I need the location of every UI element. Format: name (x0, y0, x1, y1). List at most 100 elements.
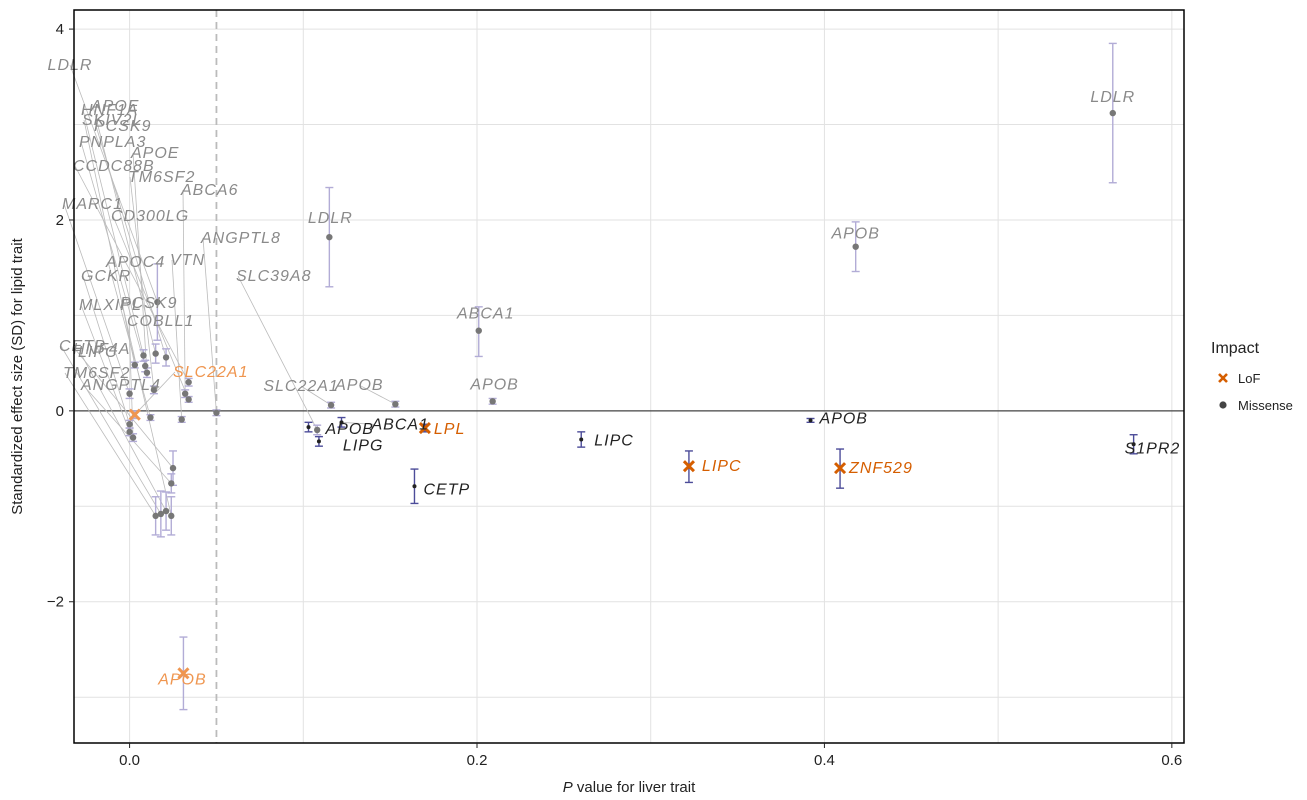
label-leader (237, 275, 318, 431)
label-leader-lines (60, 64, 396, 517)
missense-point-marker (808, 418, 813, 423)
lof-point-marker (177, 667, 190, 680)
label-leader (121, 302, 172, 516)
label-leader (74, 348, 174, 469)
missense-point-marker (339, 420, 344, 425)
point-label: LIPC (594, 432, 634, 449)
point-label: LDLR (1090, 89, 1135, 106)
missense-point-marker (129, 434, 137, 441)
label-leader (60, 345, 162, 515)
missense-point-marker (126, 390, 133, 397)
point-label: SLC22A1 (173, 364, 249, 381)
lof-point-marker (128, 408, 141, 421)
point-label: PCSK9 (120, 295, 177, 312)
label-leader (82, 384, 172, 484)
missense-point-marker (327, 401, 335, 409)
point-label: APOB (157, 671, 206, 688)
point-label: MARC1 (62, 196, 123, 213)
label-leader (64, 372, 156, 517)
missense-point-marker (147, 414, 154, 421)
missense-point-marker (392, 400, 399, 408)
label-leader (95, 125, 167, 358)
label-leader (171, 259, 183, 420)
missense-point-marker (152, 512, 159, 520)
missense-point-marker (1131, 442, 1136, 447)
legend-entry-label: LoF (1238, 371, 1260, 386)
lof-point-marker (682, 460, 695, 473)
lof-point-marker (833, 462, 847, 475)
point-label: COBLL1 (127, 313, 194, 330)
missense-point-marker (162, 354, 170, 361)
point-label: SLC22A1 (263, 378, 339, 395)
point-label: LPL (434, 421, 465, 438)
point-label: LIPC (78, 344, 118, 361)
point-label: MLXIPL (79, 297, 142, 314)
label-leader (129, 176, 155, 390)
label-leader (107, 261, 151, 418)
point-label: SLC39A8 (236, 268, 312, 285)
point-label: ABCA6 (180, 182, 238, 199)
data-points (126, 109, 1136, 680)
point-label: LDLR (48, 57, 93, 74)
point-label: APOB (334, 377, 383, 394)
point-label: APOC4 (105, 254, 165, 271)
y-tick-label: −2 (47, 594, 64, 611)
label-leader (74, 165, 190, 383)
point-label: APOB (325, 421, 374, 438)
point-label: LDLR (308, 210, 353, 227)
missense-point-marker (313, 426, 321, 434)
point-label: CD300LG (111, 208, 189, 225)
point-label: CCDC88B (73, 158, 155, 175)
point-label: CETP (59, 338, 106, 355)
x-axis-title: P value for liver trait (563, 779, 696, 796)
point-label: ANGPTL4 (80, 377, 161, 394)
point-label: PNPLA3 (79, 134, 146, 151)
missense-point-marker (131, 361, 138, 369)
point-label: APOB (469, 376, 518, 393)
point-label: ZNF529 (848, 460, 913, 477)
lof-point-marker (418, 421, 431, 435)
missense-point-marker (852, 243, 859, 250)
point-label: APOE (90, 98, 139, 115)
x-tick-label: 0.4 (814, 752, 835, 769)
point-labels: LDLRAPOBLDLRABCA1APOBAPOBSLC22A1LDLRHNF1… (48, 57, 1181, 688)
point-label: SKIV2L (82, 112, 142, 129)
point-label: LIPC (702, 458, 742, 475)
missense-point-marker (213, 409, 220, 416)
x-axis-title-italic: P (563, 779, 573, 796)
legend-lof-marker (1218, 373, 1228, 383)
error-bars (125, 42, 1138, 711)
missense-point-marker (181, 390, 189, 397)
missense-point-marker (150, 386, 158, 394)
label-leader (202, 237, 217, 413)
grid-lines (74, 10, 1184, 743)
label-leader (79, 351, 167, 512)
missense-point-marker (1109, 109, 1116, 117)
missense-point-marker (326, 233, 333, 241)
point-label: TM6SF2 (128, 169, 195, 186)
missense-point-marker (412, 484, 417, 489)
label-leader (341, 421, 374, 425)
missense-point-marker (169, 464, 177, 472)
label-leader (80, 141, 146, 367)
point-label: PCSK9 (94, 118, 151, 135)
label-leader (359, 384, 396, 405)
missense-point-marker (126, 421, 133, 428)
label-leader (182, 189, 186, 394)
point-label: APOB (830, 226, 879, 243)
missense-point-marker (475, 327, 482, 334)
y-tick-label: 2 (56, 212, 64, 229)
point-label: S1PR2 (1125, 440, 1181, 457)
legend: Impact LoF Missense (1211, 340, 1293, 413)
missense-point-marker (157, 510, 165, 518)
legend-missense-marker (1219, 401, 1227, 409)
x-tick-label: 0.6 (1161, 752, 1182, 769)
missense-point-marker (489, 398, 496, 405)
point-label: ABCA1 (371, 416, 429, 433)
label-leader (63, 203, 130, 394)
x-axis-title-rest: value for liver trait (573, 779, 696, 796)
missense-point-marker (142, 362, 149, 370)
missense-point-marker (306, 425, 311, 430)
plot-panel-border (73, 9, 1185, 744)
